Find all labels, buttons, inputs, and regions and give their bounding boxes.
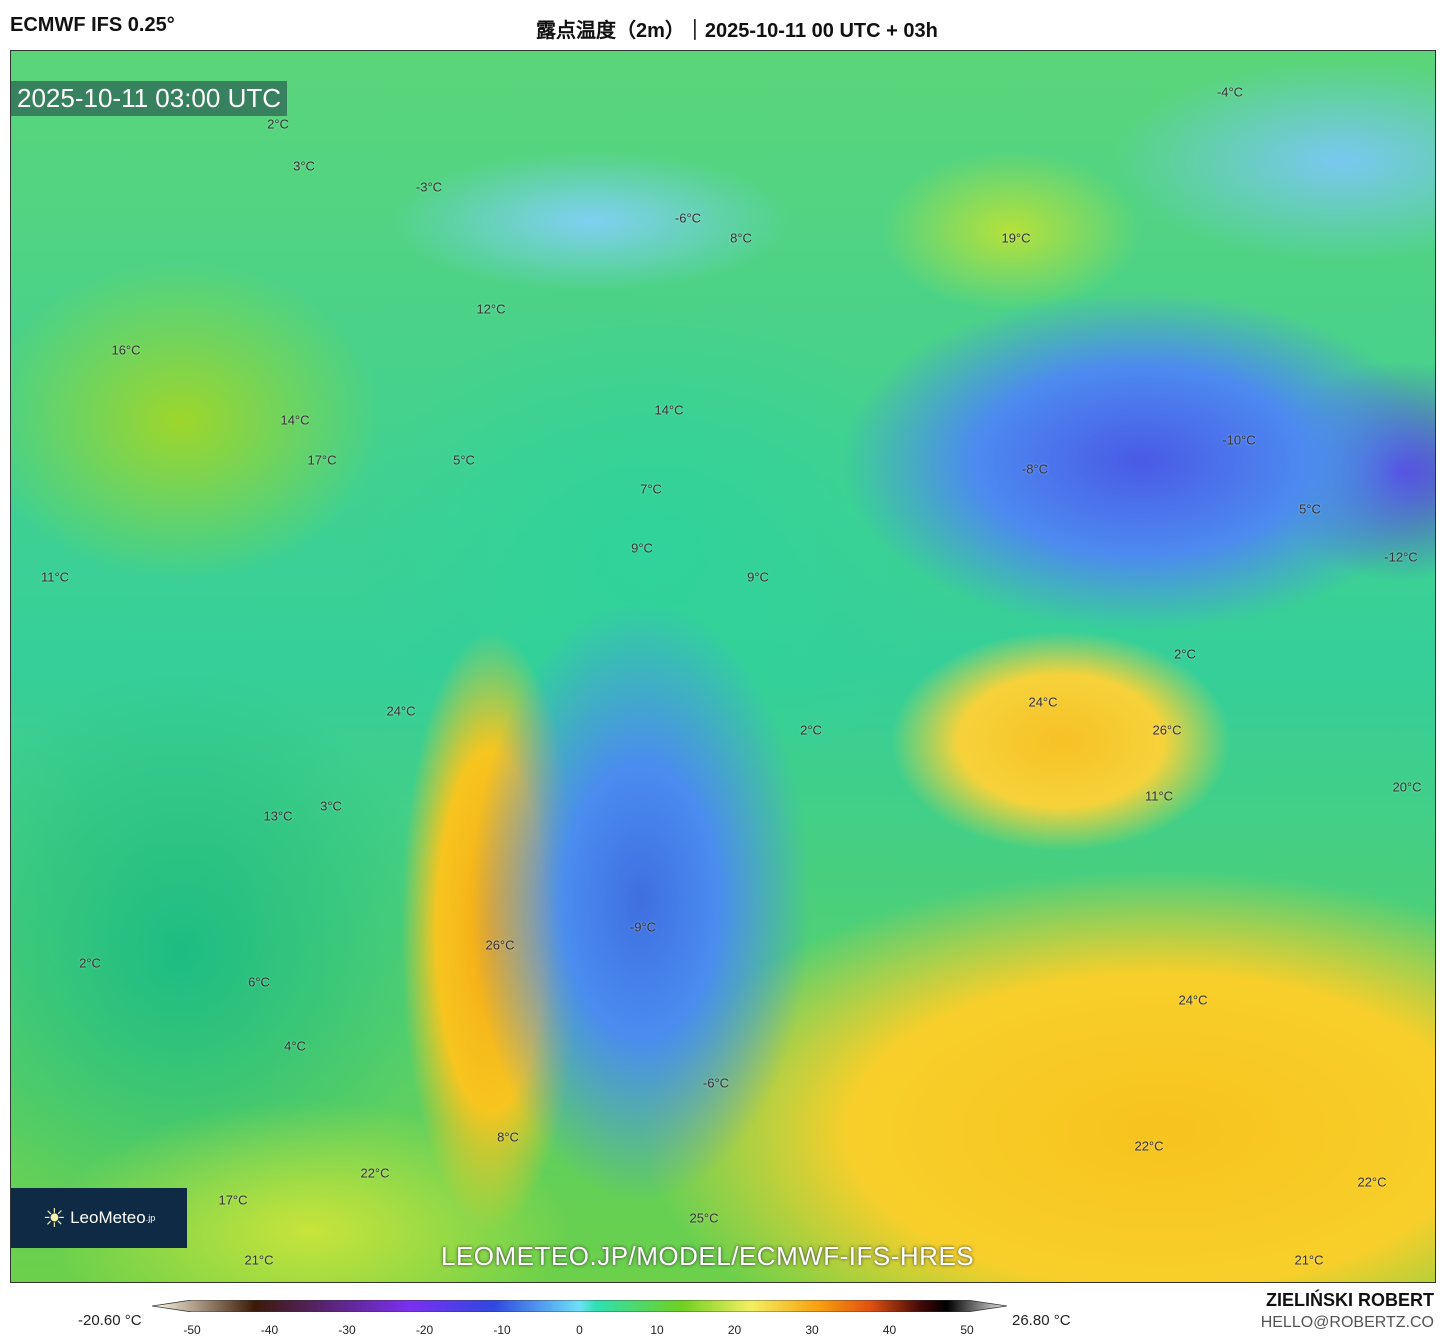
- valid-time: 2025-10-11 03:00 UTC: [11, 81, 288, 116]
- logo-text: LeoMeteo: [70, 1208, 146, 1227]
- isotherm-label: 5°C: [1299, 501, 1321, 517]
- isotherm-label: 24°C: [1028, 694, 1058, 710]
- leometeo-logo: ☀ LeoMeteo .jp: [11, 1188, 187, 1248]
- isotherm-label: 2°C: [79, 955, 101, 971]
- isotherm-label: 2°C: [267, 116, 289, 132]
- isotherm-label: 17°C: [307, 452, 337, 468]
- isotherm-label: 11°C: [40, 569, 70, 585]
- isotherm-label: 22°C: [360, 1165, 390, 1181]
- isotherm-label: -4°C: [1216, 84, 1244, 100]
- isotherm-label: 21°C: [244, 1252, 274, 1268]
- isotherm-label: 14°C: [654, 402, 684, 418]
- chart-title: 露点温度（2m）｜2025-10-11 00 UTC + 03h: [536, 20, 938, 42]
- colorbar-tick: -40: [260, 1323, 279, 1337]
- isotherm-label: -3°C: [415, 179, 443, 195]
- isotherm-label: -10°C: [1222, 432, 1256, 448]
- isotherm-label: 5°C: [453, 452, 475, 468]
- colorbar-min: -20.60 °C: [78, 1312, 142, 1329]
- isotherm-label: 21°C: [1294, 1252, 1324, 1268]
- isotherm-label: 25°C: [689, 1210, 719, 1226]
- isotherm-label: 2°C: [1174, 646, 1196, 662]
- isotherm-label: 9°C: [631, 540, 653, 556]
- isotherm-label: 14°C: [280, 412, 310, 428]
- isotherm-label: 13°C: [263, 808, 293, 824]
- isotherm-label: 11°C: [1144, 788, 1174, 804]
- colorbar-tick: -30: [338, 1323, 356, 1337]
- colorbar-max: 26.80 °C: [1012, 1312, 1071, 1329]
- colorbar-tick: 50: [960, 1323, 974, 1337]
- isotherm-label: 6°C: [248, 974, 270, 990]
- source-url: LEOMETEO.JP/MODEL/ECMWF-IFS-HRES: [441, 1241, 975, 1271]
- isotherm-label: 20°C: [1392, 779, 1422, 795]
- logo-suffix: .jp: [145, 1213, 156, 1223]
- isotherm-label: 8°C: [497, 1129, 519, 1145]
- isotherm-label: 4°C: [284, 1038, 306, 1054]
- colorbar-tick: -20: [415, 1323, 434, 1337]
- colorbar-tick: -10: [493, 1323, 511, 1337]
- isotherm-label: -6°C: [674, 210, 702, 226]
- dewpoint-map: 2025-10-11 03:00 UTC 2°C 3°C -3°C -6°C 8°C 19…: [10, 50, 1436, 1283]
- isotherm-label: -6°C: [702, 1075, 730, 1091]
- isotherm-label: 22°C: [1357, 1174, 1387, 1190]
- isotherm-label: -9°C: [629, 919, 657, 935]
- colorbar-tick: -50: [183, 1323, 201, 1337]
- isotherm-label: 24°C: [1178, 992, 1208, 1008]
- author: ZIELIŃSKI ROBERT: [1265, 1290, 1434, 1310]
- colorbar-tick: 20: [727, 1323, 742, 1337]
- isotherm-label: 7°C: [640, 481, 662, 497]
- isotherm-label: 3°C: [293, 158, 315, 174]
- email: HELLO@ROBERTZ.CO: [1260, 1314, 1434, 1331]
- isotherm-label: 19°C: [1001, 230, 1031, 246]
- isotherm-label: 3°C: [320, 798, 342, 814]
- isotherm-label: -12°C: [1384, 549, 1418, 565]
- isotherm-label: 8°C: [730, 230, 752, 246]
- model-name: ECMWF IFS 0.25°: [10, 14, 175, 36]
- isotherm-label: 26°C: [485, 937, 515, 953]
- isotherm-label: 26°C: [1152, 722, 1182, 738]
- isotherm-label: 16°C: [111, 342, 141, 358]
- colorbar-tick: 40: [882, 1323, 897, 1337]
- isotherm-label: 2°C: [800, 722, 822, 738]
- isotherm-label: 9°C: [747, 569, 769, 585]
- colorbar-tick: 0: [576, 1323, 583, 1337]
- sun-icon: ☀: [42, 1202, 67, 1233]
- isotherm-label: 24°C: [386, 703, 416, 719]
- colorbar-tick: 30: [805, 1323, 819, 1337]
- colorbar: [152, 1300, 1007, 1312]
- isotherm-label: 17°C: [218, 1192, 248, 1208]
- isotherm-label: 12°C: [476, 301, 506, 317]
- isotherm-label: -8°C: [1021, 461, 1049, 477]
- isotherm-label: 22°C: [1134, 1138, 1164, 1154]
- colorbar-tick: 10: [650, 1323, 664, 1337]
